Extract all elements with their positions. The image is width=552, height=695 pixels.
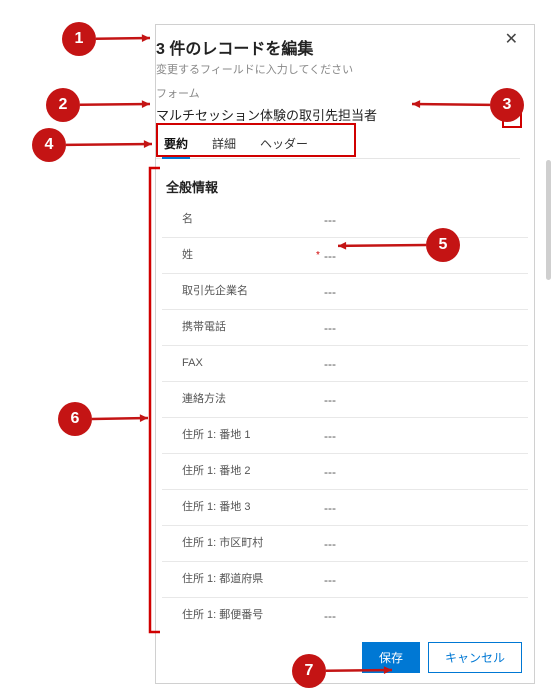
dialog-header: 3 件のレコードを編集 変更するフィールドに入力してください フォーム マルチセ… bbox=[156, 25, 534, 163]
annotation-bracket bbox=[80, 166, 160, 634]
field-value: --- bbox=[324, 357, 354, 371]
field-row[interactable]: 住所 1: 番地 3 --- bbox=[162, 490, 528, 526]
annotation-arrow bbox=[84, 410, 156, 427]
field-label: 住所 1: 市区町村 bbox=[182, 536, 312, 550]
field-row[interactable]: 取引先企業名 --- bbox=[162, 274, 528, 310]
field-label: 住所 1: 都道府県 bbox=[182, 572, 312, 586]
annotation-arrow bbox=[404, 96, 498, 113]
field-value: --- bbox=[324, 609, 354, 623]
field-row[interactable]: 携帯電話 --- bbox=[162, 310, 528, 346]
field-label: 住所 1: 番地 2 bbox=[182, 464, 312, 478]
section-title: 全般情報 bbox=[166, 177, 528, 196]
callout-badge: 7 bbox=[292, 654, 326, 688]
field-row[interactable]: 住所 1: 市区町村 --- bbox=[162, 526, 528, 562]
tab-0[interactable]: 要約 bbox=[162, 131, 190, 158]
field-row[interactable]: 住所 1: 郵便番号 --- bbox=[162, 598, 528, 632]
tabs: 要約詳細ヘッダー bbox=[156, 125, 520, 159]
edit-records-dialog: ✕ 3 件のレコードを編集 変更するフィールドに入力してください フォーム マル… bbox=[155, 24, 535, 684]
annotation-arrow bbox=[88, 30, 158, 47]
field-label: 連絡方法 bbox=[182, 392, 312, 406]
field-value: --- bbox=[324, 213, 354, 227]
field-list: 全般情報 名---姓*---取引先企業名---携帯電話---FAX---連絡方法… bbox=[156, 163, 534, 632]
field-value: --- bbox=[324, 393, 354, 407]
field-row[interactable]: 住所 1: 番地 1 --- bbox=[162, 418, 528, 454]
field-label: 携帯電話 bbox=[182, 320, 312, 334]
field-value: --- bbox=[324, 321, 354, 335]
required-indicator: * bbox=[312, 250, 324, 261]
annotation-arrow bbox=[330, 237, 434, 254]
field-row[interactable]: 連絡方法 --- bbox=[162, 382, 528, 418]
callout-badge: 2 bbox=[46, 88, 80, 122]
cancel-button[interactable]: キャンセル bbox=[428, 642, 522, 673]
field-label: 住所 1: 郵便番号 bbox=[182, 608, 312, 622]
annotation-arrow bbox=[72, 96, 158, 113]
annotation-arrow bbox=[318, 662, 400, 679]
callout-badge: 5 bbox=[426, 228, 460, 262]
tab-1[interactable]: 詳細 bbox=[210, 131, 238, 158]
callout-badge: 1 bbox=[62, 22, 96, 56]
field-label: 姓 bbox=[182, 248, 312, 262]
field-value: --- bbox=[324, 501, 354, 515]
field-value: --- bbox=[324, 285, 354, 299]
field-value: --- bbox=[324, 573, 354, 587]
field-label: FAX bbox=[182, 356, 312, 370]
scrollbar[interactable] bbox=[546, 160, 551, 280]
dialog-title: 3 件のレコードを編集 bbox=[156, 35, 520, 59]
annotation-arrow bbox=[58, 136, 160, 153]
field-label: 住所 1: 番地 1 bbox=[182, 428, 312, 442]
field-row[interactable]: 名 --- bbox=[162, 202, 528, 238]
callout-badge: 6 bbox=[58, 402, 92, 436]
field-label: 住所 1: 番地 3 bbox=[182, 500, 312, 514]
field-value: --- bbox=[324, 429, 354, 443]
field-row[interactable]: 住所 1: 番地 2 --- bbox=[162, 454, 528, 490]
field-value: --- bbox=[324, 465, 354, 479]
callout-badge: 4 bbox=[32, 128, 66, 162]
field-row[interactable]: 住所 1: 都道府県 --- bbox=[162, 562, 528, 598]
field-row[interactable]: FAX --- bbox=[162, 346, 528, 382]
field-label: 取引先企業名 bbox=[182, 284, 312, 298]
callout-badge: 3 bbox=[490, 88, 524, 122]
field-label: 名 bbox=[182, 212, 312, 226]
dialog-subtitle: 変更するフィールドに入力してください bbox=[156, 61, 520, 77]
tab-2[interactable]: ヘッダー bbox=[258, 131, 310, 158]
field-value: --- bbox=[324, 537, 354, 551]
